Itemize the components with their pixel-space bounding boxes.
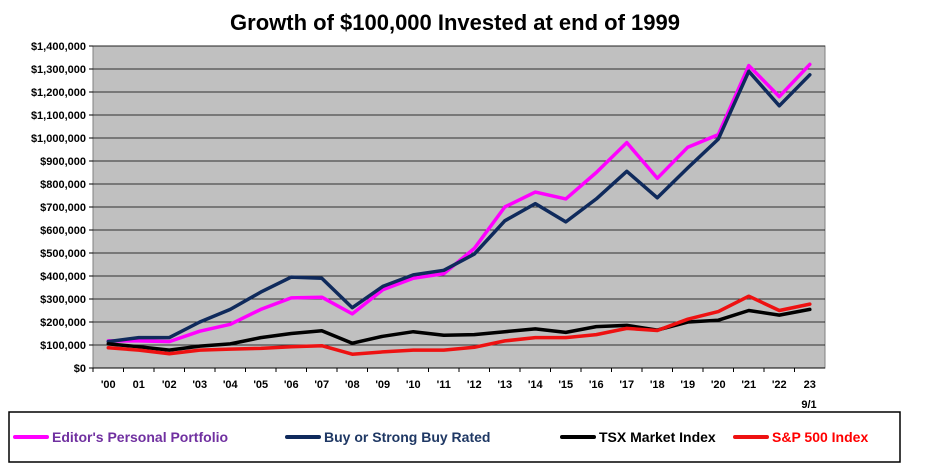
x-tick-label: '18 <box>650 379 665 391</box>
y-tick-label: $1,200,000 <box>31 87 86 99</box>
x-tick-label: '20 <box>711 379 726 391</box>
series-lines <box>106 62 812 356</box>
x-tick-label: '03 <box>192 379 207 391</box>
x-tick-label: 23 <box>804 379 816 391</box>
x-tick-label: '06 <box>284 379 299 391</box>
y-tick-label: $700,000 <box>40 202 86 214</box>
x-tick-label: '07 <box>314 379 329 391</box>
x-tick-label: '09 <box>375 379 390 391</box>
x-tick-label: '13 <box>497 379 512 391</box>
y-tick-label: $300,000 <box>40 294 86 306</box>
x-tick-label: 01 <box>133 379 145 391</box>
x-tick-label: '15 <box>558 379 573 391</box>
x-tick-label: '19 <box>680 379 695 391</box>
series-line-2 <box>106 69 812 344</box>
y-axis-ticks: $1,400,000 $1,300,000 $1,200,000 $1,100,000… <box>31 41 93 375</box>
y-tick-label: $400,000 <box>40 271 86 283</box>
y-tick-label: $1,300,000 <box>31 64 86 76</box>
y-tick-label: $200,000 <box>40 317 86 329</box>
y-tick-label: $100,000 <box>40 340 86 352</box>
x-tick-label: '02 <box>162 379 177 391</box>
y-tick-label: $1,000,000 <box>31 133 86 145</box>
legend-label: Editor's Personal Portfolio <box>52 429 228 445</box>
x-axis-ticks: '00 01 '02 '03 '04 '05 '06 '07 '08 '09 '10 '11 '12 '1… <box>92 367 825 391</box>
x-tick-label: '16 <box>589 379 604 391</box>
series-line-3 <box>106 307 812 352</box>
y-tick-label: $1,100,000 <box>31 110 86 122</box>
x-tick-label: '11 <box>437 379 451 391</box>
x-tick-label: '17 <box>619 379 634 391</box>
x-tick-label: '08 <box>345 379 360 391</box>
x-tick-label: '00 <box>101 379 116 391</box>
x-tick-label: '05 <box>253 379 268 391</box>
x-tick-label: '14 <box>528 379 544 391</box>
y-tick-label: $1,400,000 <box>31 41 86 53</box>
legend-label: TSX Market Index <box>599 429 716 445</box>
x-tick-label: '10 <box>406 379 421 391</box>
x-tick-sublabel: 9/1 <box>801 399 816 411</box>
x-tick-label: '22 <box>772 379 787 391</box>
y-tick-label: $800,000 <box>40 179 86 191</box>
x-tick-label: '04 <box>223 379 239 391</box>
series-line-4 <box>106 294 812 356</box>
y-tick-label: $600,000 <box>40 225 86 237</box>
chart-title: Growth of $100,000 Invested at end of 19… <box>230 10 680 35</box>
y-tick-label: $900,000 <box>40 156 86 168</box>
legend-label: S&P 500 Index <box>772 429 868 445</box>
y-tick-label: $0 <box>74 363 86 375</box>
x-tick-label: '12 <box>467 379 482 391</box>
x-tick-label: '21 <box>741 379 756 391</box>
legend: Editor's Personal Portfolio Buy or Strong… <box>13 429 868 445</box>
y-tick-label: $500,000 <box>40 248 86 260</box>
legend-label: Buy or Strong Buy Rated <box>324 429 490 445</box>
